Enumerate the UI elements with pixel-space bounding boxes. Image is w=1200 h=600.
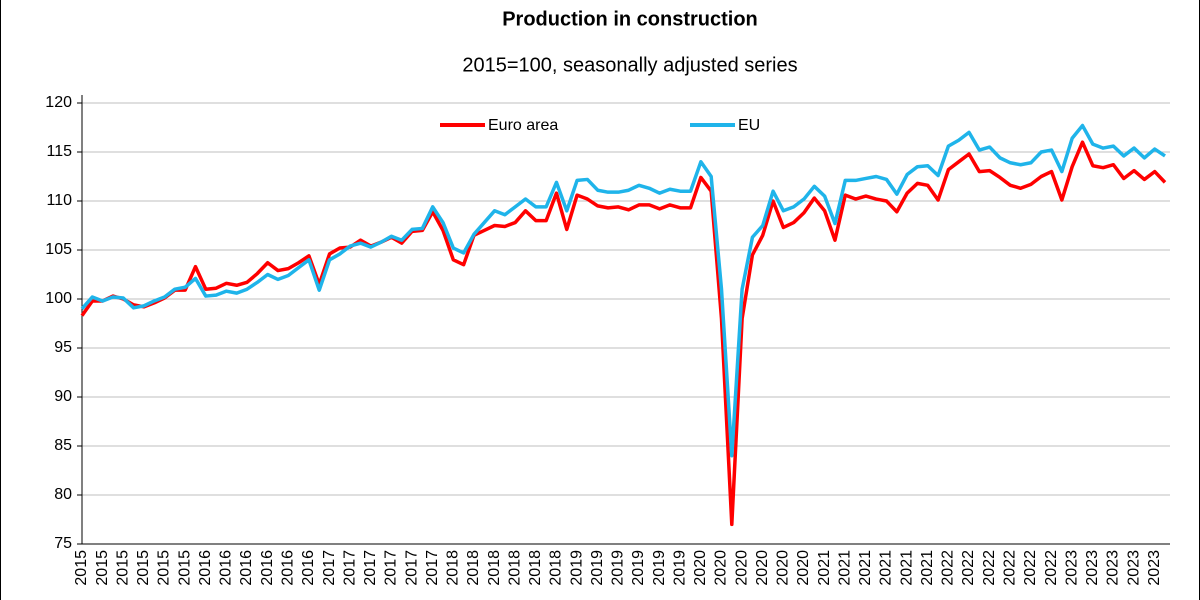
chart-subtitle: 2015=100, seasonally adjusted series bbox=[462, 54, 797, 76]
x-tick-label: 2017 bbox=[424, 550, 441, 586]
x-tick-label: 2022 bbox=[1022, 550, 1039, 586]
x-tick-label: 2015 bbox=[156, 550, 173, 586]
y-tick-label: 95 bbox=[54, 339, 72, 356]
x-tick-label: 2018 bbox=[486, 550, 503, 586]
x-tick-label: 2020 bbox=[775, 550, 792, 586]
x-tick-label: 2018 bbox=[445, 550, 462, 586]
x-tick-label: 2021 bbox=[898, 550, 915, 586]
x-tick-label: 2019 bbox=[568, 550, 585, 586]
x-tick-label: 2017 bbox=[341, 550, 358, 586]
legend-label: Euro area bbox=[488, 117, 558, 134]
x-tick-label: 2015 bbox=[114, 550, 131, 586]
x-tick-label: 2019 bbox=[671, 550, 688, 586]
x-tick-label: 2022 bbox=[1002, 550, 1019, 586]
x-tick-label: 2015 bbox=[135, 550, 152, 586]
x-tick-label: 2019 bbox=[630, 550, 647, 586]
x-tick-label: 2021 bbox=[816, 550, 833, 586]
x-tick-label: 2015 bbox=[73, 550, 90, 586]
chart-title: Production in construction bbox=[502, 8, 758, 30]
x-tick-label: 2019 bbox=[610, 550, 627, 586]
y-tick-label: 105 bbox=[45, 241, 72, 258]
data-line bbox=[80, 123, 1166, 458]
x-tick-label: 2020 bbox=[754, 550, 771, 586]
x-tick-label: 2022 bbox=[960, 550, 977, 586]
x-tick-label: 2020 bbox=[733, 550, 750, 586]
x-tick-label: 2018 bbox=[465, 550, 482, 586]
y-tick-label: 80 bbox=[54, 486, 72, 503]
x-tick-label: 2019 bbox=[651, 550, 668, 586]
x-tick-label: 2016 bbox=[218, 550, 235, 586]
x-tick-label: 2021 bbox=[836, 550, 853, 586]
y-tick-label: 120 bbox=[45, 94, 72, 111]
x-tick-label: 2023 bbox=[1105, 550, 1122, 586]
x-tick-label: 2023 bbox=[1063, 550, 1080, 586]
x-tick-label: 2017 bbox=[403, 550, 420, 586]
y-tick-label: 75 bbox=[54, 535, 72, 552]
y-tick-label: 100 bbox=[45, 290, 72, 307]
data-line bbox=[80, 140, 1167, 527]
x-tick-label: 2015 bbox=[94, 550, 111, 586]
x-tick-label: 2017 bbox=[321, 550, 338, 586]
x-tick-label: 2016 bbox=[300, 550, 317, 586]
x-tick-label: 2016 bbox=[259, 550, 276, 586]
x-tick-label: 2018 bbox=[548, 550, 565, 586]
x-tick-label: 2022 bbox=[940, 550, 957, 586]
x-tick-label: 2022 bbox=[981, 550, 998, 586]
x-tick-label: 2017 bbox=[383, 550, 400, 586]
legend-label: EU bbox=[738, 117, 760, 134]
x-tick-label: 2018 bbox=[506, 550, 523, 586]
x-tick-label: 2020 bbox=[795, 550, 812, 586]
x-tick-label: 2016 bbox=[197, 550, 214, 586]
x-tick-label: 2023 bbox=[1084, 550, 1101, 586]
x-tick-label: 2016 bbox=[238, 550, 255, 586]
x-tick-label: 2023 bbox=[1146, 550, 1163, 586]
x-tick-label: 2018 bbox=[527, 550, 544, 586]
x-tick-label: 2022 bbox=[1043, 550, 1060, 586]
x-tick-label: 2019 bbox=[589, 550, 606, 586]
x-tick-label: 2017 bbox=[362, 550, 379, 586]
x-tick-label: 2016 bbox=[280, 550, 297, 586]
y-tick-label: 90 bbox=[54, 388, 72, 405]
x-tick-label: 2021 bbox=[857, 550, 874, 586]
y-tick-label: 85 bbox=[54, 437, 72, 454]
x-tick-label: 2020 bbox=[713, 550, 730, 586]
x-tick-label: 2015 bbox=[176, 550, 193, 586]
x-tick-label: 2021 bbox=[919, 550, 936, 586]
x-tick-label: 2020 bbox=[692, 550, 709, 586]
x-tick-label: 2023 bbox=[1125, 550, 1142, 586]
x-tick-label: 2021 bbox=[878, 550, 895, 586]
y-tick-label: 110 bbox=[46, 192, 72, 209]
y-tick-label: 115 bbox=[46, 143, 72, 160]
